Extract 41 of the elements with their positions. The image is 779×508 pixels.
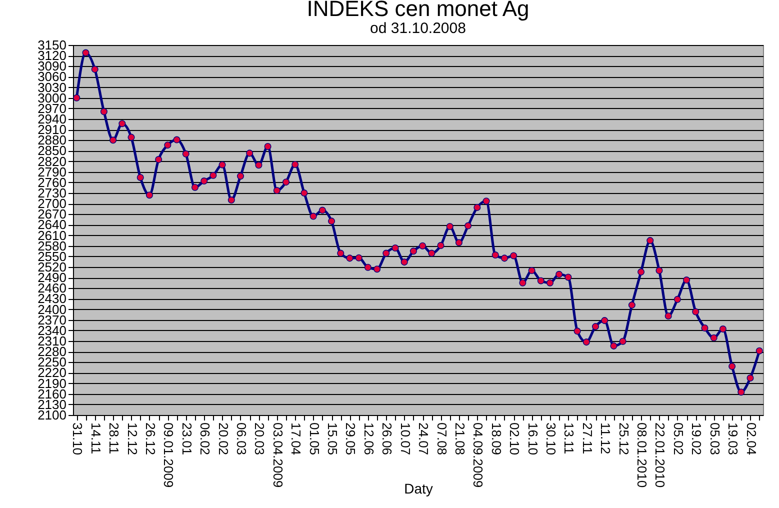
x-tick-label: 02.10 — [507, 422, 522, 456]
x-tick-label: 08.01.2010 — [634, 422, 650, 488]
x-tick-label: 05.02 — [670, 422, 686, 456]
x-tick-label: 27.11 — [580, 422, 595, 454]
x-axis-title: Daty — [404, 480, 433, 497]
x-tick-label: 19.03 — [726, 422, 741, 456]
x-tick-label: 05.03 — [707, 422, 722, 456]
x-tick-label: 26.06 — [380, 422, 395, 456]
x-tick-label: 03.04.2009 — [270, 422, 286, 488]
x-tick-label: 01.05 — [306, 422, 322, 456]
x-tick-label: 02.04 — [744, 422, 759, 456]
x-tick-label: 13.11 — [562, 422, 577, 454]
x-tick-label: 16.10 — [525, 422, 540, 456]
x-tick-label: 04.09.2009 — [470, 422, 486, 488]
x-tick-label: 20.03 — [252, 422, 268, 456]
x-tick-label: 26.12 — [142, 422, 158, 456]
x-tick-label: 14.11 — [88, 422, 104, 454]
x-tick-label: 30.10 — [543, 422, 558, 456]
x-tick-label: 23.01 — [179, 422, 194, 456]
x-tick-label: 31.10 — [70, 422, 86, 456]
x-tick-label: 10.07 — [398, 422, 413, 456]
x-tick-label: 24.07 — [416, 422, 432, 456]
x-tick-label: 07.08 — [434, 422, 450, 456]
x-tick-label: 11.12 — [598, 422, 614, 454]
x-tick-label: 15.05 — [325, 422, 340, 456]
x-tick-label: 20.02 — [216, 422, 231, 456]
chart-subtitle: od 31.10.2008 — [370, 20, 466, 37]
x-tick-label: 06.03 — [234, 422, 249, 456]
x-tick-label: 21.08 — [452, 422, 468, 456]
x-tick-label: 09.01.2009 — [161, 422, 176, 488]
x-tick-label: 22.01.2010 — [652, 422, 668, 488]
x-tick-label: 06.02 — [198, 422, 213, 456]
x-tick-label: 18.09 — [488, 422, 504, 456]
x-tick-label: 25.12 — [616, 422, 632, 456]
chart-title: INDEKS cen monet Ag — [306, 0, 530, 21]
x-tick-label: 12.06 — [361, 422, 376, 456]
x-tick-label: 17.04 — [288, 422, 304, 456]
x-tick-label: 28.11 — [106, 422, 122, 454]
x-tick-label: 29.05 — [343, 422, 358, 456]
x-tick-label: 19.02 — [689, 422, 704, 456]
x-tick-label: 12.12 — [124, 422, 140, 456]
